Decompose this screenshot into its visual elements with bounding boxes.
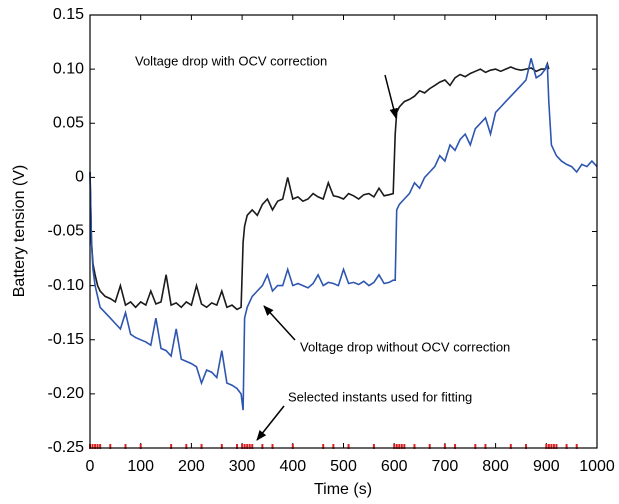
y-tick-label: -0.20 [48, 385, 85, 402]
y-tick-label: 0.05 [53, 114, 84, 131]
x-axis-label: Time (s) [314, 481, 372, 498]
y-tick-label: 0.15 [53, 6, 84, 23]
x-tick-label: 300 [229, 458, 256, 475]
annotation-arrow [384, 74, 398, 120]
x-tick-label: 200 [178, 458, 205, 475]
y-tick-label: -0.05 [48, 223, 85, 240]
y-axis-label: Battery tension (V) [11, 165, 28, 298]
x-tick-label: 0 [86, 458, 95, 475]
annotation-arrow [256, 405, 285, 441]
y-tick-label: 0 [75, 169, 84, 186]
x-tick-label: 1000 [579, 458, 615, 475]
x-tick-label: 400 [279, 458, 306, 475]
y-tick-label: 0.10 [53, 60, 84, 77]
x-tick-label: 600 [381, 458, 408, 475]
y-tick-label: -0.15 [48, 331, 85, 348]
x-tick-label: 700 [432, 458, 459, 475]
annotation: Selected instants used for fitting [288, 389, 472, 404]
annotation-arrow [263, 305, 296, 341]
y-tick-label: -0.10 [48, 277, 85, 294]
plot-frame [89, 14, 598, 449]
annotation: Voltage drop with OCV correction [135, 53, 327, 68]
x-tick-label: 900 [533, 458, 560, 475]
x-tick-label: 800 [482, 458, 509, 475]
annotation: Voltage drop without OCV correction [300, 339, 510, 354]
series-line [89, 61, 550, 311]
series-line [89, 58, 598, 411]
y-tick-label: -0.25 [48, 439, 85, 456]
x-tick-label: 100 [127, 458, 154, 475]
x-tick-label: 500 [330, 458, 357, 475]
